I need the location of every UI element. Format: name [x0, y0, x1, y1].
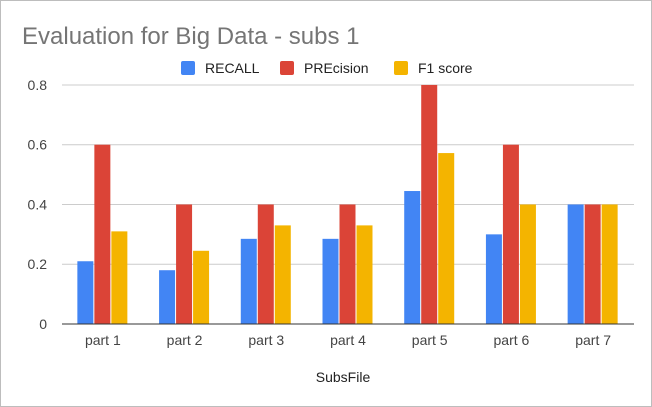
x-tick-label: part 5	[412, 332, 448, 348]
bar-recall	[159, 270, 176, 324]
bar-recall	[485, 234, 502, 324]
bar-precision	[257, 204, 274, 324]
y-tick-label: 0.6	[28, 137, 48, 153]
legend: RECALL PREcision F1 score	[181, 60, 473, 76]
bar-f1-score	[438, 153, 455, 324]
bar-precision	[421, 84, 438, 324]
y-tick-label: 0.8	[28, 77, 48, 93]
bar-precision	[176, 204, 193, 324]
x-tick-label: part 4	[330, 332, 366, 348]
x-tick-label: part 7	[575, 332, 611, 348]
chart-title: Evaluation for Big Data - subs 1	[22, 23, 360, 50]
legend-swatch	[394, 61, 408, 75]
legend-swatch	[181, 61, 195, 75]
bar-precision	[502, 144, 519, 324]
legend-label: RECALL	[205, 60, 260, 76]
bars	[77, 84, 618, 324]
y-tick-label: 0.4	[28, 196, 48, 212]
x-axis-ticks: part 1 part 2 part 3 part 4 part 5 part 6 part…	[85, 332, 611, 348]
x-axis-label: SubsFile	[316, 369, 371, 385]
bar-f1-score	[274, 225, 291, 324]
bar-recall	[322, 238, 339, 324]
y-axis-ticks: 0 0.2 0.4 0.6 0.8	[28, 77, 48, 332]
x-tick-label: part 3	[248, 332, 284, 348]
bar-recall	[77, 261, 94, 324]
legend-swatch	[280, 61, 294, 75]
legend-label: PREcision	[304, 60, 369, 76]
x-tick-label: part 1	[85, 332, 121, 348]
legend-label: F1 score	[418, 60, 473, 76]
bar-recall	[404, 191, 421, 324]
bar-precision	[339, 204, 356, 324]
bar-f1-score	[519, 204, 536, 324]
x-tick-label: part 6	[494, 332, 530, 348]
bar-recall	[240, 238, 257, 324]
bar-f1-score	[193, 250, 210, 324]
bar-f1-score	[601, 204, 618, 324]
bar-f1-score	[111, 231, 128, 324]
y-tick-label: 0	[39, 316, 47, 332]
bar-f1-score	[356, 225, 373, 324]
bar-precision	[94, 144, 111, 324]
bar-recall	[567, 204, 584, 324]
x-tick-label: part 2	[167, 332, 203, 348]
bar-precision	[584, 204, 601, 324]
y-tick-label: 0.2	[28, 256, 48, 272]
